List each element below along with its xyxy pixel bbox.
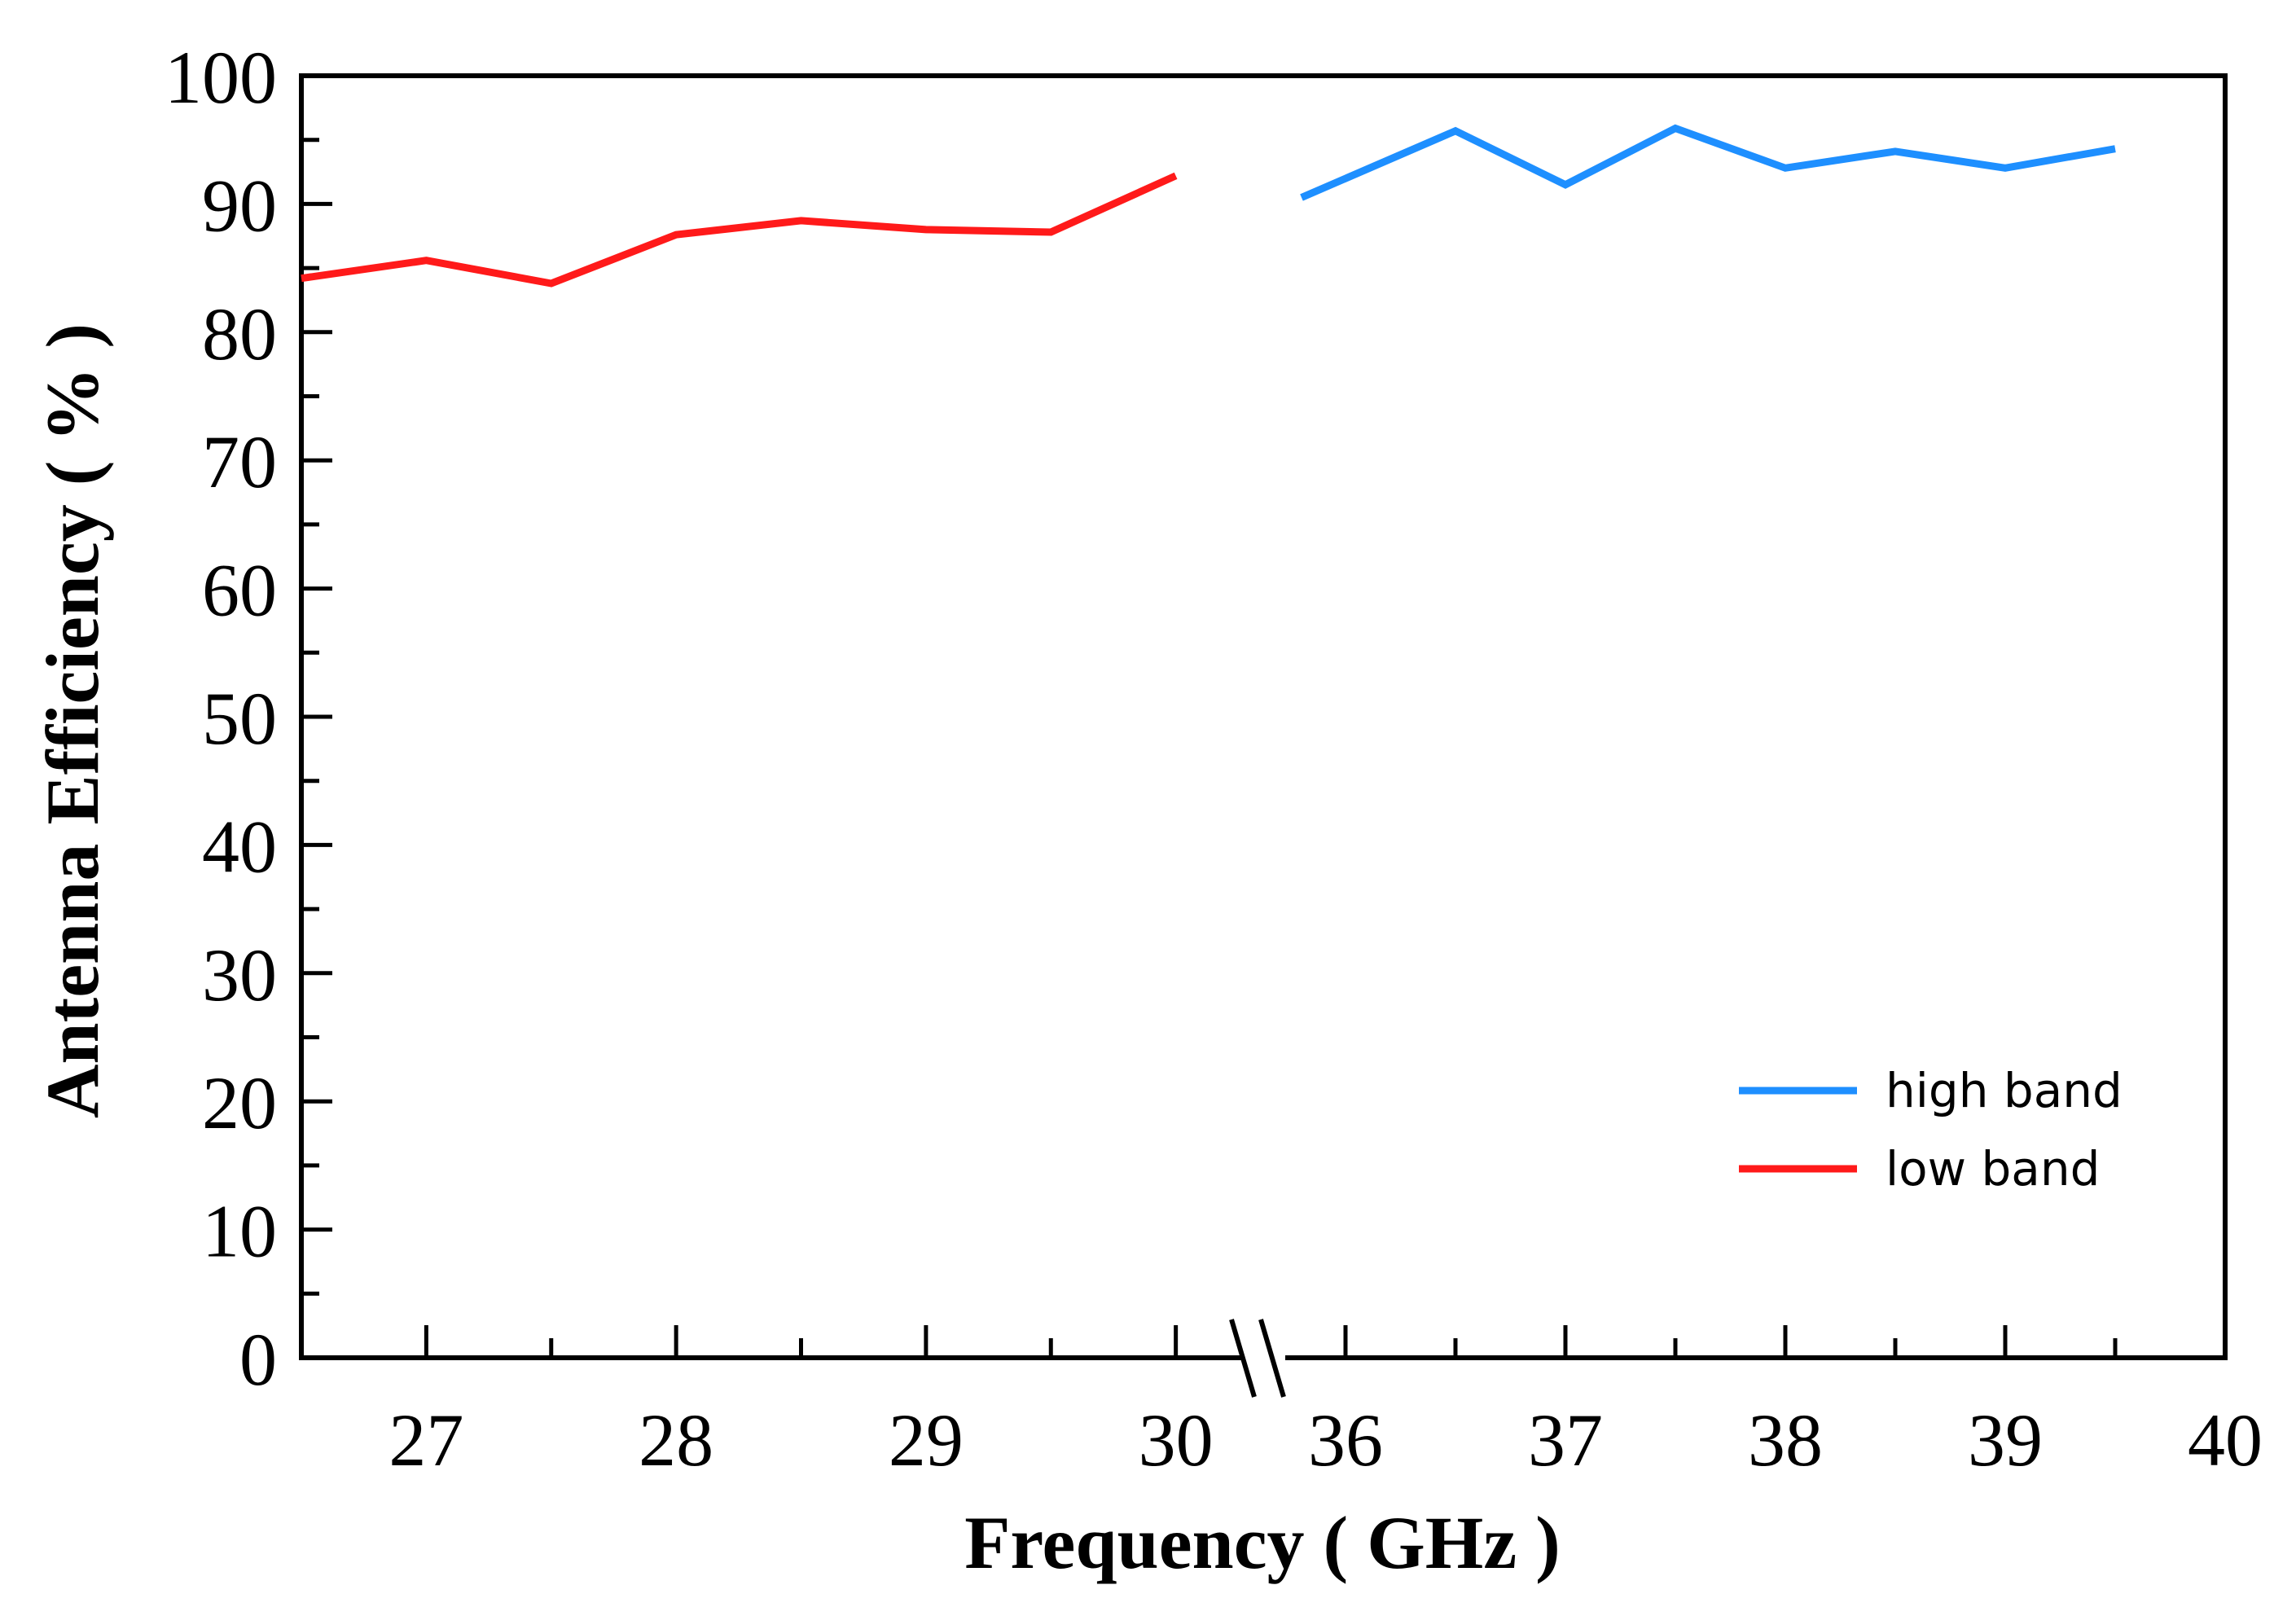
series-line-high-band (1300, 124, 2116, 201)
y-tick-label: 20 (202, 1061, 277, 1144)
x-tick-label: 39 (1968, 1398, 2043, 1482)
x-tick-label: 38 (1748, 1398, 1823, 1482)
x-axis-label: Frequency ( GHz ) (964, 1501, 1561, 1584)
x-tick-label: 36 (1308, 1398, 1383, 1482)
y-tick-label: 90 (202, 164, 277, 247)
legend-label: low band (1886, 1141, 2100, 1196)
y-tick-label: 30 (202, 933, 277, 1016)
series-line-low-band (301, 172, 1178, 288)
y-tick-label: 100 (165, 36, 277, 119)
y-tick-label: 50 (202, 677, 277, 760)
series-layer (301, 124, 2116, 288)
axis-break-mark (1229, 1319, 1257, 1398)
y-tick-label: 80 (202, 292, 277, 375)
x-tick-label: 27 (389, 1398, 463, 1482)
legend: high band low band (1739, 1063, 2123, 1196)
axis-break-mark (1258, 1319, 1286, 1398)
x-tick-label: 40 (2188, 1398, 2263, 1482)
x-tick-label: 28 (639, 1398, 713, 1482)
y-tick-label: 70 (202, 420, 277, 503)
y-tick-label: 40 (202, 805, 277, 888)
y-tick-label: 0 (239, 1318, 277, 1401)
y-tick-label: 60 (202, 549, 277, 632)
y-axis-label: Antenna Efficiency ( % ) (31, 323, 114, 1118)
x-tick-label: 30 (1139, 1398, 1214, 1482)
axes-layer: 0 10 20 30 40 50 60 70 80 90 100 27 28 29 30 36 37 38 39 40 (165, 36, 2263, 1482)
y-tick-label: 10 (202, 1190, 277, 1273)
x-tick-label: 29 (889, 1398, 964, 1482)
x-tick-label: 37 (1528, 1398, 1603, 1482)
legend-label: high band (1886, 1063, 2123, 1118)
